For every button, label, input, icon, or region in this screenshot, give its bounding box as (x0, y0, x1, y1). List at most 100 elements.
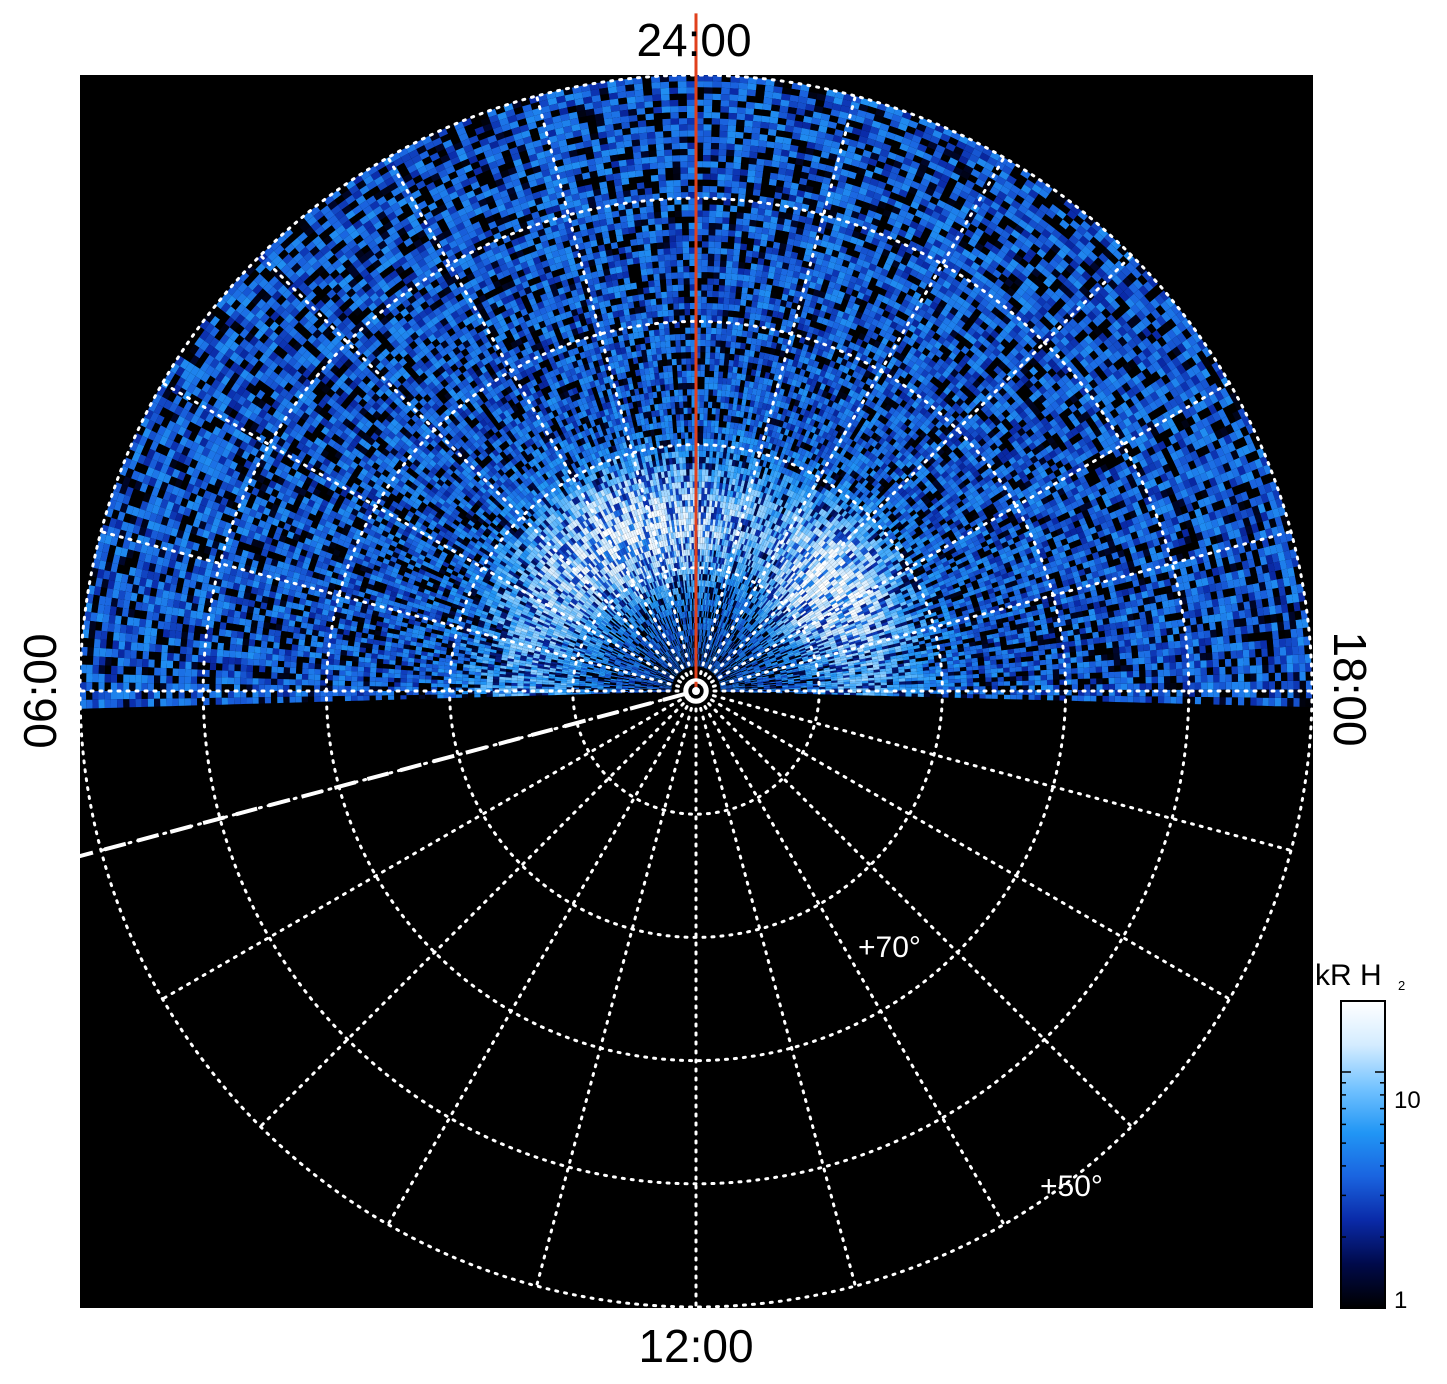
emission-cell (1347, 584, 1355, 594)
emission-cell (600, 93, 610, 102)
emission-cell (1276, 613, 1284, 623)
emission-cell (1256, 607, 1264, 617)
emission-cell (1262, 681, 1269, 690)
emission-cell (1262, 606, 1270, 616)
emission-cell (537, 56, 548, 64)
emission-cell (1327, 460, 1336, 471)
emission-cell (105, 648, 113, 658)
emission-cell (586, 65, 596, 73)
emission-cell (1342, 506, 1351, 517)
emission-cell (1267, 597, 1275, 607)
emission-cell (703, 118, 712, 125)
emission-cell (1266, 639, 1274, 649)
emission-cell (653, 113, 663, 120)
emission-cell (742, 138, 752, 146)
emission-cell (153, 604, 161, 614)
emission-cell (608, 92, 618, 100)
emission-cell (813, 61, 823, 69)
emission-cell (1170, 304, 1181, 315)
emission-cell (606, 136, 616, 144)
emission-cell (620, 41, 630, 48)
emission-cell (753, 108, 763, 116)
emission-cell (130, 650, 137, 659)
emission-cell (577, 66, 587, 74)
emission-cell (890, 62, 901, 71)
emission-cell (49, 480, 58, 491)
emission-cell (817, 43, 827, 51)
emission-cell (608, 148, 618, 156)
emission-cell (738, 88, 748, 96)
emission-cell (63, 524, 71, 535)
emission-cell (1248, 649, 1256, 658)
emission-cell (638, 132, 648, 140)
emission-cell (1274, 697, 1282, 707)
emission-cell (149, 643, 156, 652)
emission-cell (703, 105, 713, 113)
emission-cell (926, 120, 937, 130)
emission-cell (50, 500, 59, 511)
emission-cell (901, 59, 912, 68)
emission-cell (123, 666, 130, 675)
emission-cell (818, 37, 829, 45)
emission-cell (654, 131, 664, 139)
emission-cell (1164, 297, 1176, 308)
emission-cell (650, 76, 661, 83)
emission-cell (53, 511, 62, 522)
emission-cell (642, 76, 652, 84)
emission-cell (558, 64, 568, 72)
emission-cell (41, 606, 48, 616)
emission-cell (62, 552, 70, 562)
emission-cell (80, 691, 81, 700)
emission-cell (488, 56, 499, 65)
emission-cell (670, 124, 680, 131)
emission-cell (1292, 663, 1300, 673)
emission-cell (1325, 540, 1333, 551)
emission-cell (606, 80, 617, 88)
emission-cell (41, 567, 49, 578)
emission-cell (126, 625, 133, 634)
emission-cell (790, 33, 800, 41)
emission-cell (719, 118, 729, 126)
emission-cell (505, 45, 516, 54)
emission-cell (1318, 689, 1324, 698)
emission-cell (101, 622, 109, 632)
emission-cell (751, 133, 760, 141)
emission-cell (910, 62, 921, 71)
emission-cell (1280, 672, 1288, 681)
emission-cell (640, 144, 649, 152)
emission-cell (64, 495, 73, 506)
emission-cell (1159, 290, 1170, 301)
emission-cell (574, 48, 584, 56)
emission-cell (1299, 663, 1306, 672)
emission-cell (111, 648, 119, 658)
emission-cell (1353, 583, 1361, 593)
emission-cell (795, 58, 805, 66)
emission-cell (703, 112, 712, 119)
emission-cell (737, 95, 747, 102)
emission-cell (631, 139, 641, 147)
emission-cell (39, 625, 46, 635)
emission-cell (1268, 681, 1275, 690)
emission-cell (67, 466, 76, 477)
emission-cell (147, 675, 155, 684)
emission-cell (438, 61, 449, 70)
emission-cell (546, 53, 557, 61)
emission-cell (508, 57, 519, 66)
emission-cell (109, 606, 117, 616)
emission-cell (622, 134, 632, 142)
emission-cell (633, 83, 644, 91)
emission-cell (779, 155, 789, 163)
emission-cell (901, 111, 913, 120)
emission-cell (781, 25, 791, 32)
emission-cell (117, 699, 124, 708)
emission-cell (612, 116, 622, 125)
emission-cell (522, 34, 533, 42)
emission-cell (535, 50, 546, 58)
emission-cell (1349, 535, 1357, 546)
emission-cell (1181, 317, 1192, 329)
emission-cell (1328, 587, 1336, 597)
emission-cell (55, 462, 64, 473)
emission-cell (814, 55, 824, 63)
emission-cell (604, 124, 614, 132)
emission-cell (621, 122, 631, 130)
